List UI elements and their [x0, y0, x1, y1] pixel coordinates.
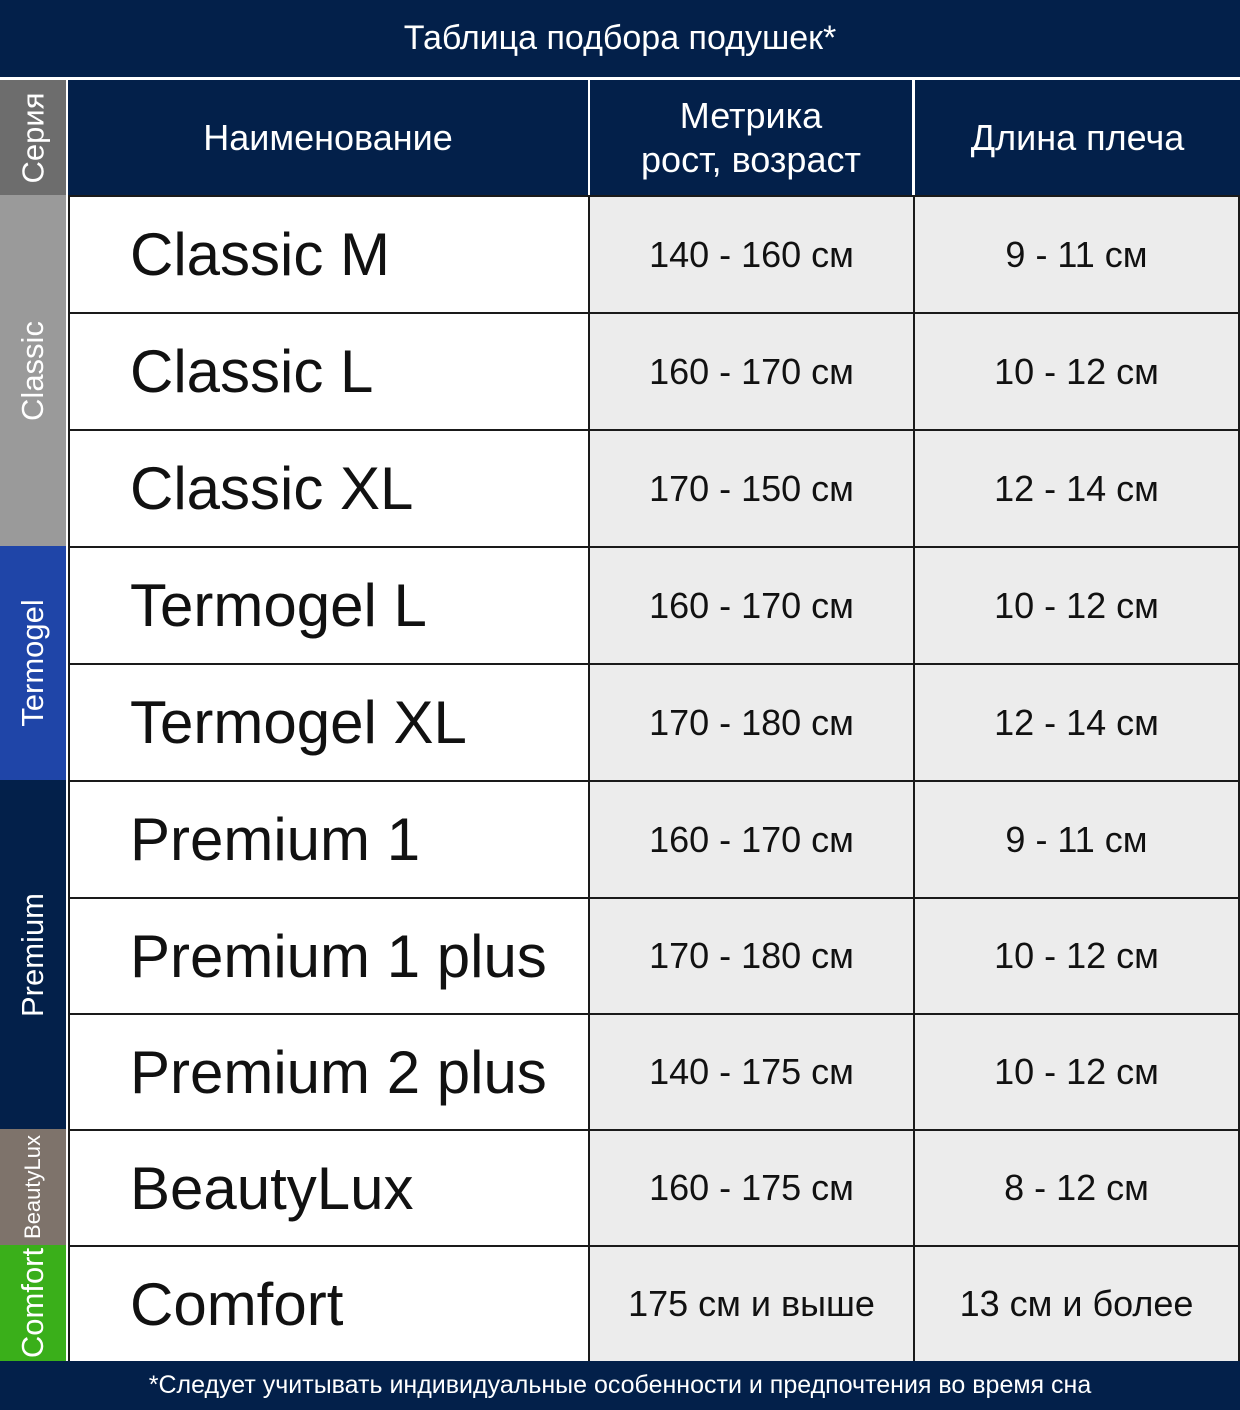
metric-header-line1: Метрика [679, 95, 823, 137]
divider [0, 77, 1240, 80]
metric-cell: 170 - 180 см [588, 897, 915, 1015]
name-cell: Termogel L [68, 546, 590, 665]
shoulder-cell: 12 - 14 см [913, 663, 1240, 782]
metric-cell: 160 - 170 см [588, 780, 915, 899]
metric-cell: 140 - 175 см [588, 1013, 915, 1131]
shoulder-cell: 9 - 11 см [913, 780, 1240, 899]
metric-header-line2: рост, возраст [641, 138, 861, 180]
metric-cell: 170 - 150 см [588, 429, 915, 548]
shoulder-cell: 10 - 12 см [913, 312, 1240, 431]
name-cell: Classic L [68, 312, 590, 431]
series-label: BeautyLux [20, 1135, 45, 1239]
name-cell: Termogel XL [68, 663, 590, 782]
series-header-label: Серия [15, 92, 51, 183]
name-cell: Classic M [68, 195, 590, 314]
table-title: Таблица подбора подушек* [0, 0, 1240, 77]
shoulder-cell: 8 - 12 см [913, 1129, 1240, 1247]
name-header: Наименование [68, 80, 588, 195]
shoulder-cell: 13 см и более [913, 1245, 1240, 1363]
series-header: Серия [0, 80, 66, 195]
name-cell: Premium 1 [68, 780, 590, 899]
series-label: Premium [15, 892, 51, 1017]
name-cell: Premium 2 plus [68, 1013, 590, 1131]
metric-header: Метрика рост, возраст [590, 80, 912, 195]
series-label: Classic [15, 320, 50, 421]
shoulder-cell: 10 - 12 см [913, 546, 1240, 665]
shoulder-header: Длина плеча [915, 80, 1240, 195]
shoulder-cell: 10 - 12 см [913, 1013, 1240, 1131]
metric-cell: 175 см и выше [588, 1245, 915, 1363]
shoulder-cell: 10 - 12 см [913, 897, 1240, 1015]
metric-cell: 140 - 160 см [588, 195, 915, 314]
series-band-termogel: Termogel [0, 546, 66, 780]
shoulder-cell: 12 - 14 см [913, 429, 1240, 548]
series-label: Termogel [15, 599, 50, 727]
name-cell: Classic XL [68, 429, 590, 548]
series-band-comfort: Comfort [0, 1245, 66, 1361]
series-band-classic: Classic [0, 195, 66, 546]
name-cell: Comfort [68, 1245, 590, 1363]
metric-cell: 160 - 170 см [588, 312, 915, 431]
name-cell: BeautyLux [68, 1129, 590, 1247]
name-cell: Premium 1 plus [68, 897, 590, 1015]
footnote: *Следует учитывать индивидуальные особен… [0, 1361, 1240, 1410]
metric-cell: 160 - 170 см [588, 546, 915, 665]
shoulder-cell: 9 - 11 см [913, 195, 1240, 314]
series-band-premium: Premium [0, 780, 66, 1129]
series-label: Comfort [15, 1247, 50, 1359]
metric-cell: 160 - 175 см [588, 1129, 915, 1247]
series-band-beautylux: BeautyLux [0, 1129, 66, 1245]
metric-cell: 170 - 180 см [588, 663, 915, 782]
